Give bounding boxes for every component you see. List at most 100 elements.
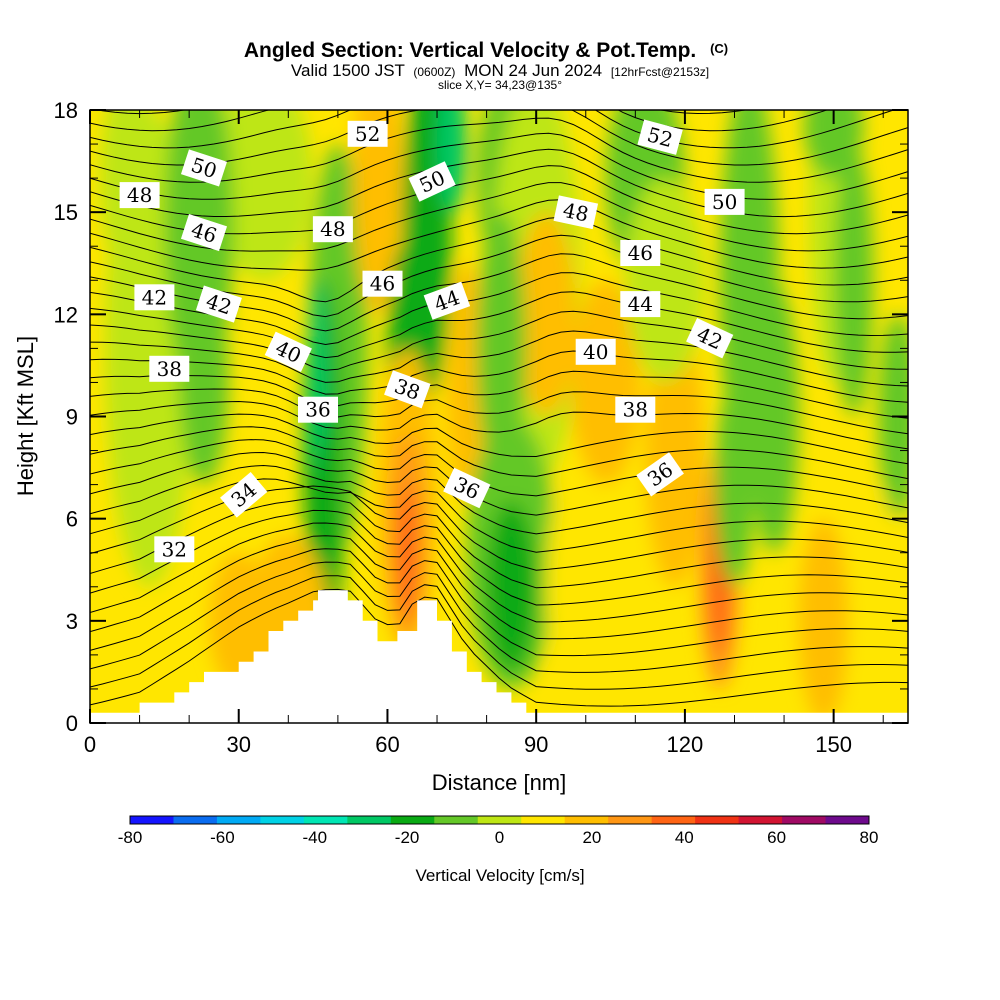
colorbar: -80 -60 -40 -20 0 20 40 60 80 (118, 815, 878, 847)
velocity-cell-21 (476, 212, 527, 485)
x-axis-title: Distance [nm] (432, 770, 567, 795)
terrain (90, 590, 908, 723)
isentrope-line-6 (90, 509, 908, 606)
isentrope-label-text-5: 48 (127, 183, 152, 207)
colorbar-tick-label: -60 (210, 828, 235, 847)
isentrope-line-1 (90, 575, 908, 690)
isentrope-line-21 (90, 291, 908, 359)
velocity-cell-33 (749, 280, 799, 553)
isentrope-label-text-4: 50 (712, 190, 737, 214)
terrain-silhouette (90, 590, 908, 723)
y-tick-label: 15 (54, 200, 78, 225)
y-tick-label: 3 (66, 609, 78, 634)
isentrope-label-7: 48 (553, 195, 599, 230)
plot-area (90, 110, 908, 723)
velocity-cell-39 (803, 110, 864, 179)
colorbar-swatch-8 (477, 816, 522, 824)
isentrope-label-10: 46 (620, 240, 661, 266)
x-tick-label: 150 (815, 732, 852, 757)
subtitle-utc: (0600Z) (413, 65, 455, 79)
chart-slice-info: slice X,Y= 34,23@135° (438, 78, 562, 92)
colorbar-swatch-7 (434, 816, 479, 824)
x-tick-label: 60 (375, 732, 399, 757)
isentrope-label-13: 42 (134, 284, 175, 311)
velocity-cell-23 (486, 501, 537, 672)
colorbar-swatch-14 (738, 816, 783, 824)
subtitle-valid: Valid 1500 JST (291, 61, 405, 80)
isentrope-line-15 (90, 400, 908, 450)
isentrope-label-text-6: 48 (320, 217, 345, 241)
velocity-cell-20 (516, 212, 576, 417)
isentrope-line-31 (90, 117, 908, 183)
colorbar-tick-label: 0 (495, 828, 504, 847)
isentrope-label-text-25: 32 (162, 537, 187, 561)
copyright-mark: (C) (710, 41, 728, 56)
x-tick-label: 30 (226, 732, 250, 757)
isentrope-line-11 (90, 451, 908, 516)
isentrope-label-2: 50 (180, 149, 228, 187)
colorbar-swatch-13 (695, 816, 740, 824)
isentrope-lines (90, 110, 908, 707)
isentrope-label-text-0: 52 (355, 122, 380, 146)
colorbar-swatch-11 (608, 816, 653, 824)
colorbar-tick-label: 60 (767, 828, 786, 847)
x-tick-label: 90 (524, 732, 548, 757)
isentrope-line-10 (90, 464, 908, 535)
isentrope-line-24 (90, 234, 908, 318)
x-tick-label: 120 (667, 732, 704, 757)
isentrope-line-26 (90, 199, 908, 271)
chart-title-text: Angled Section: Vertical Velocity & Pot.… (244, 39, 696, 62)
colorbar-swatch-9 (521, 816, 566, 824)
isentrope-line-0 (90, 588, 908, 707)
colorbar-swatch-2 (216, 816, 261, 824)
isentrope-label-14: 42 (195, 285, 242, 323)
isentrope-line-34 (90, 110, 829, 132)
isentrope-line-14 (90, 413, 908, 465)
subtitle-date: MON 24 Jun 2024 (464, 61, 602, 80)
isentrope-line-3 (90, 548, 908, 657)
colorbar-tick-label: 40 (675, 828, 694, 847)
colorbar-swatch-6 (390, 816, 435, 824)
isentrope-label-1: 52 (637, 119, 683, 155)
velocity-cell-36 (798, 518, 849, 723)
isentrope-line-19 (90, 330, 908, 387)
y-tick-label: 12 (54, 302, 78, 327)
chart-subtitle: Valid 1500 JST (0600Z) MON 24 Jun 2024 [… (291, 61, 709, 80)
isentrope-line-5 (90, 522, 908, 623)
isentrope-line-25 (90, 216, 908, 303)
isentrope-line-7 (90, 497, 908, 589)
y-tick-label: 0 (66, 711, 78, 736)
isentrope-line-17 (90, 370, 908, 419)
y-axis-title: Height [Kft MSL] (13, 336, 38, 496)
colorbar-swatch-15 (782, 816, 827, 824)
isentrope-label-4: 50 (704, 188, 745, 215)
isentrope-label-text-20: 38 (623, 398, 648, 422)
isentrope-label-text-10: 46 (628, 241, 653, 265)
isentrope-line-28 (90, 165, 908, 235)
y-tick-label: 18 (54, 98, 78, 123)
colorbar-frame (129, 815, 870, 825)
isentrope-line-29 (90, 148, 908, 218)
isentrope-label-12: 44 (620, 291, 661, 318)
isentrope-line-9 (90, 478, 908, 553)
isentrope-line-16 (90, 388, 908, 435)
colorbar-swatch-1 (173, 816, 218, 824)
colorbar-swatch-4 (303, 816, 348, 824)
isentrope-line-12 (90, 439, 908, 497)
isentrope-label-18: 38 (149, 355, 190, 382)
isentrope-line-33 (90, 110, 896, 149)
isentrope-line-18 (90, 350, 908, 403)
isentrope-label-text-7: 48 (561, 198, 591, 227)
colorbar-swatch-0 (130, 816, 174, 824)
colorbar-swatch-16 (825, 816, 870, 824)
isentrope-line-4 (90, 535, 908, 640)
colorbar-tick-label: 20 (582, 828, 601, 847)
colorbar-tick-label: -80 (118, 828, 143, 847)
y-tick-label: 6 (66, 507, 78, 532)
isentrope-line-2 (90, 561, 908, 673)
isentrope-label-0: 52 (347, 120, 388, 147)
colorbar-tick-label: -20 (395, 828, 420, 847)
isentrope-label-text-13: 42 (142, 285, 167, 309)
y-tick-label: 9 (66, 405, 78, 430)
